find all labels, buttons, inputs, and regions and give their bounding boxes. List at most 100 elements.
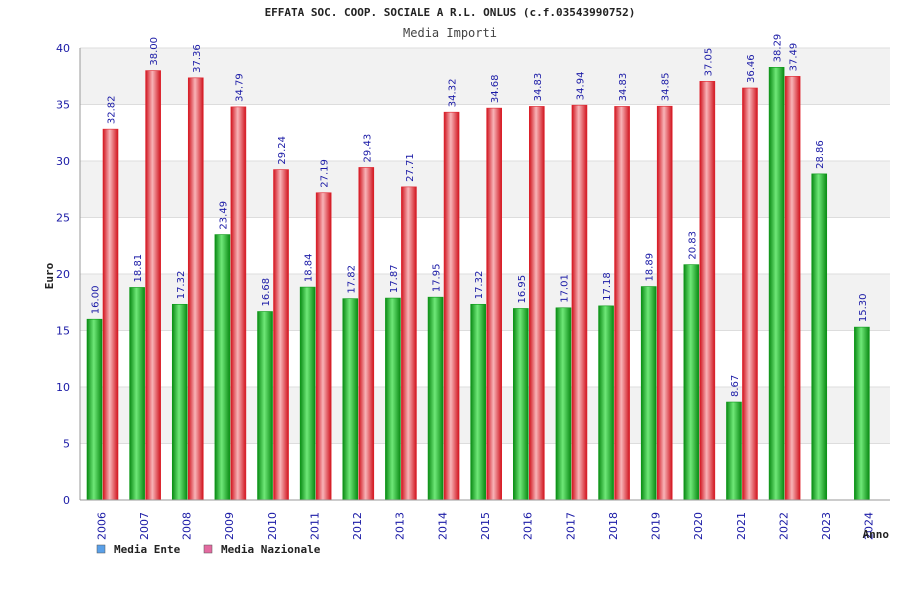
y-axis-label: Euro — [43, 262, 56, 289]
bar-media-ente — [385, 297, 401, 501]
bar-media-nazionale — [230, 106, 247, 501]
x-tick-label: 2006 — [95, 512, 108, 540]
bar-media-ente — [811, 173, 828, 501]
bar-media-nazionale — [784, 76, 801, 501]
data-label-nazionale: 34.68 — [490, 74, 501, 103]
y-tick-label: 0 — [63, 494, 70, 507]
data-label-ente: 15.30 — [858, 293, 869, 322]
x-tick-label: 2024 — [863, 512, 876, 540]
bar-media-nazionale — [102, 128, 119, 501]
data-label-nazionale: 37.36 — [192, 44, 203, 73]
bar-media-ente — [299, 286, 316, 501]
bar-media-nazionale — [315, 192, 332, 501]
bar-media-ente — [214, 234, 231, 501]
y-tick-label: 15 — [56, 325, 70, 338]
bar-media-ente — [257, 311, 273, 501]
chart-title: EFFATA SOC. COOP. SOCIALE A R.L. ONLUS (… — [265, 6, 636, 19]
x-tick-label: 2021 — [735, 512, 748, 540]
x-tick-label: 2022 — [777, 512, 790, 540]
y-tick-label: 20 — [56, 268, 70, 281]
x-tick-label: 2011 — [308, 512, 321, 540]
x-tick-label: 2014 — [436, 512, 449, 540]
data-label-nazionale: 37.05 — [703, 48, 714, 77]
bar-media-nazionale — [187, 77, 204, 501]
bar-media-nazionale — [699, 81, 716, 501]
x-tick-label: 2007 — [138, 512, 151, 540]
bar-media-nazionale — [571, 104, 588, 501]
data-label-nazionale: 34.85 — [661, 73, 672, 102]
bar-media-nazionale — [358, 167, 375, 501]
bar-media-nazionale — [614, 106, 630, 501]
data-label-nazionale: 36.46 — [746, 54, 757, 83]
bar-media-nazionale — [656, 105, 673, 501]
bar-media-ente — [598, 305, 614, 501]
data-label-nazionale: 38.00 — [149, 37, 160, 66]
bar-media-ente — [342, 298, 359, 501]
x-tick-label: 2016 — [522, 512, 535, 540]
bar-media-nazionale — [443, 111, 460, 501]
data-label-nazionale: 27.19 — [320, 159, 331, 188]
bar-media-nazionale — [401, 186, 417, 501]
data-label-ente: 16.95 — [517, 275, 528, 304]
x-tick-label: 2018 — [607, 512, 620, 540]
data-label-ente: 28.86 — [815, 140, 826, 169]
bar-media-ente — [171, 303, 188, 501]
x-tick-label: 2017 — [564, 512, 577, 540]
data-label-ente: 16.00 — [91, 286, 102, 315]
bar-media-nazionale — [273, 169, 289, 501]
legend-swatch-ente — [96, 544, 106, 554]
data-label-ente: 17.32 — [176, 271, 187, 300]
bar-media-ente — [854, 326, 870, 501]
legend-label-ente: Media Ente — [114, 543, 181, 556]
data-label-nazionale: 29.43 — [362, 134, 373, 163]
y-tick-label: 40 — [56, 42, 70, 55]
x-tick-label: 2023 — [820, 512, 833, 540]
data-label-ente: 17.82 — [346, 265, 357, 294]
bar-media-ente — [555, 307, 572, 501]
data-label-ente: 16.68 — [261, 278, 272, 307]
bar-media-ente — [129, 287, 145, 501]
data-label-nazionale: 34.94 — [575, 72, 586, 101]
legend: Media Ente Media Nazionale — [96, 543, 321, 556]
data-label-ente: 20.83 — [687, 231, 698, 260]
data-labels: 16.00 32.82 18.81 38.00 17.32 37.36 23.49 34.79… — [91, 34, 869, 397]
x-axis-label: Anno — [863, 528, 890, 541]
chart-subtitle: Media Importi — [403, 26, 497, 40]
x-tick-label: 2020 — [692, 512, 705, 540]
bar-media-nazionale — [145, 70, 161, 501]
bar-media-ente — [640, 286, 657, 501]
data-label-ente: 17.18 — [602, 272, 613, 301]
x-tick-label: 2009 — [223, 512, 236, 540]
data-label-nazionale: 32.82 — [107, 95, 118, 124]
bar-media-ente — [726, 401, 742, 501]
data-label-nazionale: 27.71 — [405, 153, 416, 182]
data-label-ente: 17.32 — [474, 271, 485, 300]
bar-media-ente — [427, 296, 444, 501]
x-tick-label: 2010 — [266, 512, 279, 540]
data-label-ente: 17.01 — [559, 274, 570, 303]
legend-swatch-nazionale — [203, 544, 213, 554]
legend-label-nazionale: Media Nazionale — [221, 543, 321, 556]
bar-media-ente — [470, 303, 486, 501]
axes — [79, 48, 890, 501]
x-tick-label: 2012 — [351, 512, 364, 540]
x-tick-labels: 2006 2007 2008 2009 2010 2011 2012 2013 2014 2015… — [95, 512, 875, 540]
y-tick-label: 25 — [56, 212, 70, 225]
x-tick-label: 2013 — [394, 512, 407, 540]
data-label-ente: 18.84 — [304, 253, 315, 282]
data-label-nazionale: 29.24 — [277, 136, 288, 165]
data-label-nazionale: 34.79 — [234, 73, 245, 102]
data-label-ente: 38.29 — [773, 34, 784, 63]
bar-media-ente — [513, 308, 529, 501]
x-tick-label: 2019 — [650, 512, 663, 540]
data-label-nazionale: 34.83 — [618, 73, 629, 102]
bar-media-ente — [683, 264, 700, 501]
y-tick-label: 30 — [56, 155, 70, 168]
data-label-ente: 18.89 — [645, 253, 656, 282]
y-tick-label: 5 — [63, 438, 70, 451]
data-label-nazionale: 37.49 — [789, 43, 800, 72]
bar-media-nazionale — [529, 106, 545, 501]
y-tick-label: 10 — [56, 381, 70, 394]
data-label-ente: 18.81 — [133, 254, 144, 283]
